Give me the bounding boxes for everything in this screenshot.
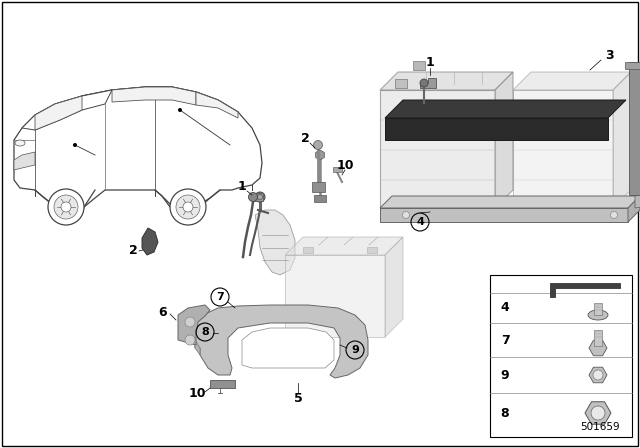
Circle shape bbox=[257, 194, 262, 199]
Text: 4: 4 bbox=[416, 217, 424, 227]
Polygon shape bbox=[14, 152, 35, 170]
Polygon shape bbox=[112, 87, 196, 105]
Circle shape bbox=[178, 108, 182, 112]
Circle shape bbox=[611, 211, 618, 219]
Polygon shape bbox=[635, 191, 640, 208]
Polygon shape bbox=[35, 96, 82, 130]
Polygon shape bbox=[550, 283, 620, 297]
Polygon shape bbox=[178, 305, 210, 345]
Polygon shape bbox=[253, 193, 263, 201]
Polygon shape bbox=[303, 247, 313, 253]
Polygon shape bbox=[385, 118, 608, 140]
Bar bbox=[594, 303, 602, 315]
Polygon shape bbox=[195, 305, 368, 378]
Polygon shape bbox=[195, 340, 200, 355]
Polygon shape bbox=[196, 92, 238, 118]
Text: 8: 8 bbox=[500, 406, 509, 419]
Text: 4: 4 bbox=[500, 301, 509, 314]
Bar bbox=[413, 61, 425, 70]
Circle shape bbox=[593, 370, 603, 380]
Polygon shape bbox=[380, 208, 628, 222]
Text: 8: 8 bbox=[201, 327, 209, 337]
Circle shape bbox=[183, 202, 193, 212]
Text: 1: 1 bbox=[426, 56, 435, 69]
Polygon shape bbox=[625, 62, 640, 69]
Ellipse shape bbox=[15, 140, 25, 146]
Polygon shape bbox=[285, 237, 403, 255]
Bar bbox=[594, 330, 602, 346]
Polygon shape bbox=[613, 72, 631, 208]
Circle shape bbox=[314, 141, 323, 150]
Circle shape bbox=[185, 317, 195, 327]
Bar bbox=[395, 79, 407, 88]
Polygon shape bbox=[22, 90, 112, 130]
Polygon shape bbox=[255, 210, 295, 275]
Circle shape bbox=[255, 192, 265, 202]
Polygon shape bbox=[142, 228, 158, 255]
Polygon shape bbox=[14, 87, 262, 207]
Circle shape bbox=[73, 143, 77, 147]
Bar bbox=[333, 167, 342, 172]
Circle shape bbox=[176, 195, 200, 219]
Circle shape bbox=[61, 202, 71, 212]
Text: 10: 10 bbox=[188, 387, 205, 400]
Circle shape bbox=[185, 335, 195, 345]
Text: 6: 6 bbox=[159, 306, 167, 319]
Circle shape bbox=[420, 79, 428, 87]
Bar bbox=[490, 275, 632, 437]
Circle shape bbox=[170, 189, 206, 225]
Polygon shape bbox=[312, 182, 325, 192]
Text: 10: 10 bbox=[336, 159, 354, 172]
Text: 2: 2 bbox=[129, 244, 138, 257]
Text: 9: 9 bbox=[500, 369, 509, 382]
Polygon shape bbox=[495, 72, 513, 208]
Text: 501659: 501659 bbox=[580, 422, 620, 432]
Circle shape bbox=[248, 193, 257, 202]
Text: 1: 1 bbox=[237, 180, 246, 193]
Polygon shape bbox=[210, 380, 235, 388]
Polygon shape bbox=[385, 237, 403, 337]
Bar bbox=[314, 195, 326, 202]
Circle shape bbox=[591, 406, 605, 420]
Polygon shape bbox=[513, 90, 613, 208]
Polygon shape bbox=[367, 247, 377, 253]
Circle shape bbox=[54, 195, 78, 219]
Polygon shape bbox=[380, 196, 640, 208]
Polygon shape bbox=[513, 72, 631, 90]
Polygon shape bbox=[380, 90, 495, 208]
Polygon shape bbox=[628, 196, 640, 222]
Text: 7: 7 bbox=[500, 333, 509, 346]
Circle shape bbox=[48, 189, 84, 225]
Circle shape bbox=[403, 211, 410, 219]
Polygon shape bbox=[629, 62, 640, 195]
Text: 7: 7 bbox=[216, 292, 224, 302]
Text: 2: 2 bbox=[301, 132, 309, 145]
Text: 5: 5 bbox=[294, 392, 302, 405]
Polygon shape bbox=[385, 100, 626, 118]
Text: 3: 3 bbox=[605, 48, 613, 61]
Polygon shape bbox=[285, 255, 385, 337]
Polygon shape bbox=[242, 328, 334, 368]
Polygon shape bbox=[380, 72, 513, 90]
Polygon shape bbox=[420, 78, 436, 88]
Text: 9: 9 bbox=[351, 345, 359, 355]
Ellipse shape bbox=[588, 310, 608, 320]
